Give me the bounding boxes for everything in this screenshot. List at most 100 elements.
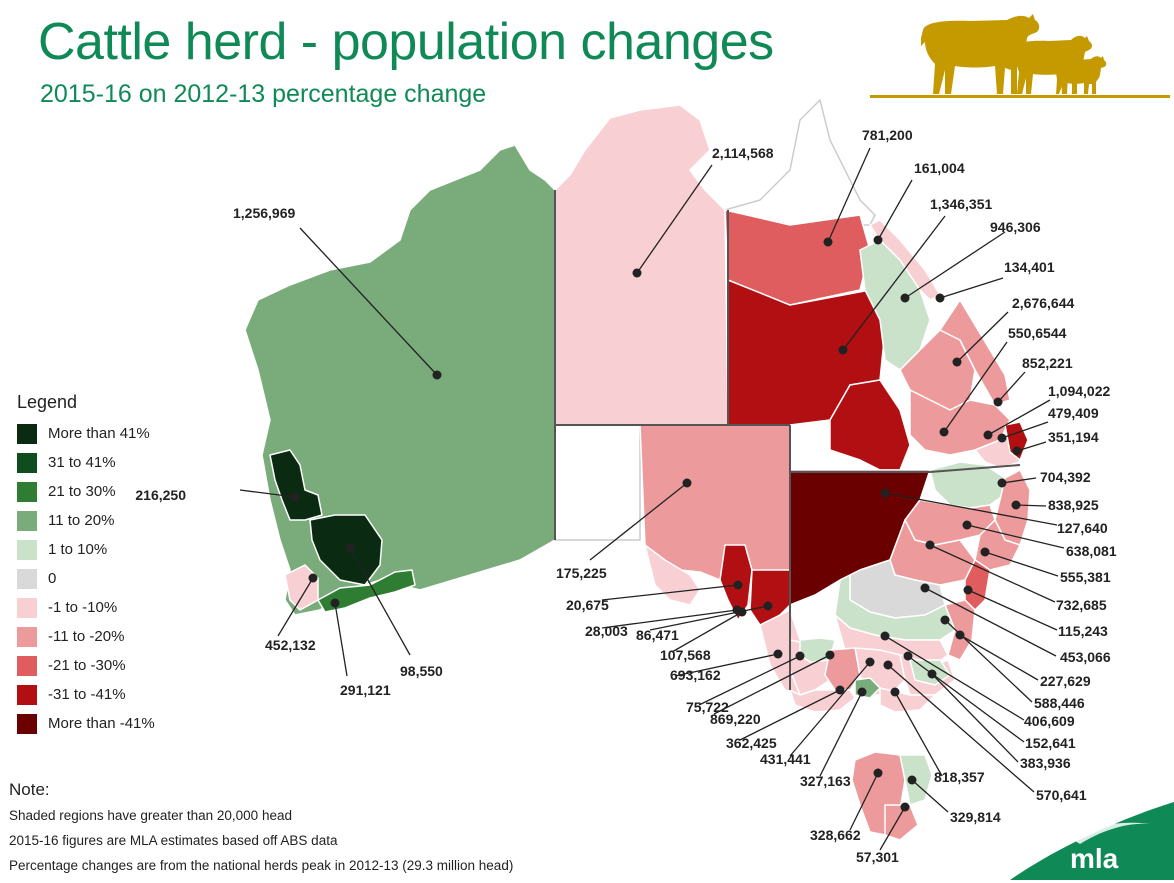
- legend-item: 31 to 41%: [17, 448, 155, 477]
- region-nsw-southern-tablelands: [944, 599, 976, 661]
- leader-line: [601, 609, 738, 629]
- legend-swatch: [17, 481, 37, 502]
- leader-line: [911, 779, 949, 813]
- region-head-count-label: 291,121: [340, 682, 391, 698]
- region-head-count-label: 134,401: [1004, 259, 1055, 275]
- leader-line: [1001, 477, 1037, 484]
- region-marker-dot: [940, 615, 950, 625]
- leader-line: [884, 635, 1025, 721]
- region-head-count-label: 1,346,351: [930, 196, 992, 212]
- leader-line: [713, 654, 831, 715]
- leader-line: [887, 664, 1035, 793]
- leader-line: [1016, 441, 1047, 452]
- region-marker-dot: [290, 492, 300, 502]
- leader-line: [827, 147, 871, 243]
- region-head-count-label: 115,243: [1058, 623, 1108, 639]
- legend-label: 21 to 30%: [48, 483, 116, 500]
- region-head-count-label: 732,685: [1056, 597, 1107, 613]
- region-marker-dot: [939, 427, 949, 437]
- legend-label: 0: [48, 570, 57, 587]
- leader-line: [334, 602, 348, 677]
- legend-label: 11 to 20%: [48, 512, 115, 529]
- region-head-count-label: 86,471: [636, 627, 679, 643]
- leader-line: [299, 227, 438, 376]
- region-sa-nw: [554, 424, 641, 541]
- leader-line: [842, 215, 946, 351]
- region-head-count-label: 362,425: [726, 735, 777, 751]
- leader-line: [601, 584, 739, 601]
- region-head-count-label: 329,814: [950, 809, 1001, 825]
- legend-label: 1 to 10%: [48, 541, 108, 558]
- leader-line: [924, 587, 1057, 657]
- region-head-count-label: 1,256,969: [233, 205, 295, 221]
- region-head-count-label: 2,676,644: [1012, 295, 1074, 311]
- region-marker-dot: [890, 687, 900, 697]
- region-marker-dot: [993, 397, 1003, 407]
- region-head-count-label: 351,194: [1048, 429, 1099, 445]
- region-head-count-label: 328,662: [810, 827, 861, 843]
- region-marker-dot: [880, 631, 890, 641]
- region-head-count-label: 20,675: [566, 597, 609, 613]
- legend-item: -21 to -30%: [17, 651, 155, 680]
- leader-line: [879, 806, 906, 851]
- note-line-2: 2015-16 figures are MLA estimates based …: [9, 833, 338, 848]
- legend-item: More than -41%: [17, 709, 155, 738]
- region-sa-eyre: [644, 544, 701, 606]
- region-nt: [554, 104, 729, 426]
- region-marker-dot: [763, 601, 773, 611]
- region-marker-dot: [838, 345, 848, 355]
- leader-line: [589, 482, 688, 561]
- region-head-count-label: 152,641: [1025, 735, 1076, 751]
- leader-line: [277, 577, 314, 637]
- legend-item: 1 to 10%: [17, 535, 155, 564]
- region-head-count-label: 175,225: [556, 565, 607, 581]
- region-marker-dot: [900, 293, 910, 303]
- note-title: Note:: [9, 780, 50, 799]
- leader-line: [884, 492, 1058, 526]
- leader-line: [671, 611, 743, 653]
- region-marker-dot: [773, 649, 783, 659]
- region-marker-dot: [980, 547, 990, 557]
- legend-item: 11 to 20%: [17, 506, 155, 535]
- legend-label: -31 to -41%: [48, 686, 126, 703]
- region-wa-south: [317, 569, 416, 613]
- region-marker-dot: [732, 605, 742, 615]
- region-marker-dot: [997, 478, 1007, 488]
- region-head-count-label: 453,066: [1060, 649, 1111, 665]
- region-head-count-label: 227,629: [1040, 673, 1091, 689]
- region-marker-dot: [903, 651, 913, 661]
- region-marker-dot: [907, 775, 917, 785]
- leader-line: [877, 179, 913, 241]
- note-line-1: Shaded regions have greater than 20,000 …: [9, 808, 292, 823]
- region-marker-dot: [925, 540, 935, 550]
- region-qld-coast-2: [939, 299, 1011, 406]
- region-marker-dot: [823, 237, 833, 247]
- region-head-count-label: 161,004: [914, 160, 965, 176]
- region-marker-dot: [632, 268, 642, 278]
- region-marker-dot: [880, 488, 890, 498]
- leader-line: [931, 673, 1019, 763]
- leader-line: [943, 341, 1008, 433]
- region-head-count-label: 946,306: [990, 219, 1041, 235]
- region-head-count-label: 550,6544: [1008, 325, 1067, 341]
- leader-line: [636, 164, 713, 274]
- leader-line: [966, 524, 1065, 549]
- region-marker-dot: [825, 650, 835, 660]
- region-marker-dot: [962, 520, 972, 530]
- leader-line: [674, 653, 779, 677]
- legend-item: -31 to -41%: [17, 680, 155, 709]
- legend-label: 31 to 41%: [48, 454, 116, 471]
- leader-line: [956, 311, 1009, 363]
- note-line-3: Percentage changes are from the national…: [9, 858, 514, 873]
- region-marker-dot: [983, 430, 993, 440]
- region-head-count-label: 383,936: [1020, 755, 1071, 771]
- region-marker-dot: [857, 687, 867, 697]
- region-marker-dot: [935, 293, 945, 303]
- region-qld-coast-1: [869, 219, 941, 301]
- region-marker-dot: [330, 598, 340, 608]
- legend-label: More than 41%: [48, 425, 150, 442]
- region-qld-southwest: [829, 379, 911, 471]
- leader-line: [894, 691, 943, 777]
- region-head-count-label: 869,220: [710, 711, 761, 727]
- mla-logo: mla: [1010, 802, 1174, 880]
